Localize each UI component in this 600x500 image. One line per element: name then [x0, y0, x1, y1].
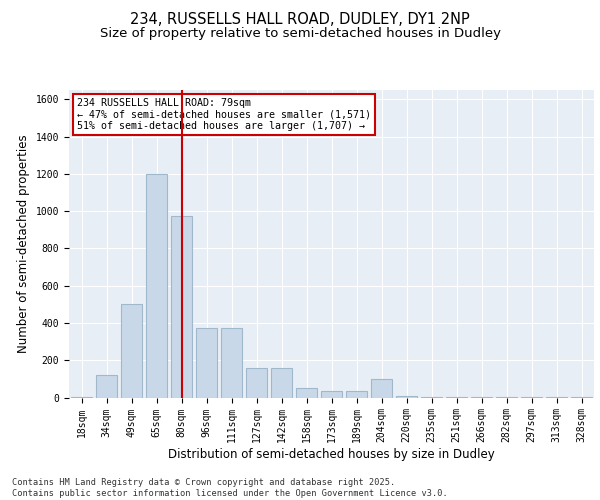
Text: Contains HM Land Registry data © Crown copyright and database right 2025.
Contai: Contains HM Land Registry data © Crown c…	[12, 478, 448, 498]
Bar	[446, 396, 467, 398]
Bar	[146, 174, 167, 398]
Bar	[271, 368, 292, 398]
Bar	[246, 368, 267, 398]
Bar	[571, 397, 592, 398]
Bar	[346, 391, 367, 398]
X-axis label: Distribution of semi-detached houses by size in Dudley: Distribution of semi-detached houses by …	[168, 448, 495, 461]
Text: 234, RUSSELLS HALL ROAD, DUDLEY, DY1 2NP: 234, RUSSELLS HALL ROAD, DUDLEY, DY1 2NP	[130, 12, 470, 28]
Y-axis label: Number of semi-detached properties: Number of semi-detached properties	[17, 134, 30, 353]
Bar	[321, 391, 342, 398]
Bar	[196, 328, 217, 398]
Bar	[96, 375, 117, 398]
Bar	[221, 328, 242, 398]
Bar	[396, 396, 417, 398]
Text: 234 RUSSELLS HALL ROAD: 79sqm
← 47% of semi-detached houses are smaller (1,571)
: 234 RUSSELLS HALL ROAD: 79sqm ← 47% of s…	[77, 98, 371, 131]
Bar	[471, 396, 492, 398]
Bar	[371, 379, 392, 398]
Bar	[496, 396, 517, 398]
Text: Size of property relative to semi-detached houses in Dudley: Size of property relative to semi-detach…	[100, 28, 500, 40]
Bar	[421, 396, 442, 398]
Bar	[546, 396, 567, 398]
Bar	[171, 216, 192, 398]
Bar	[296, 388, 317, 398]
Bar	[71, 396, 92, 398]
Bar	[121, 304, 142, 398]
Bar	[521, 396, 542, 398]
